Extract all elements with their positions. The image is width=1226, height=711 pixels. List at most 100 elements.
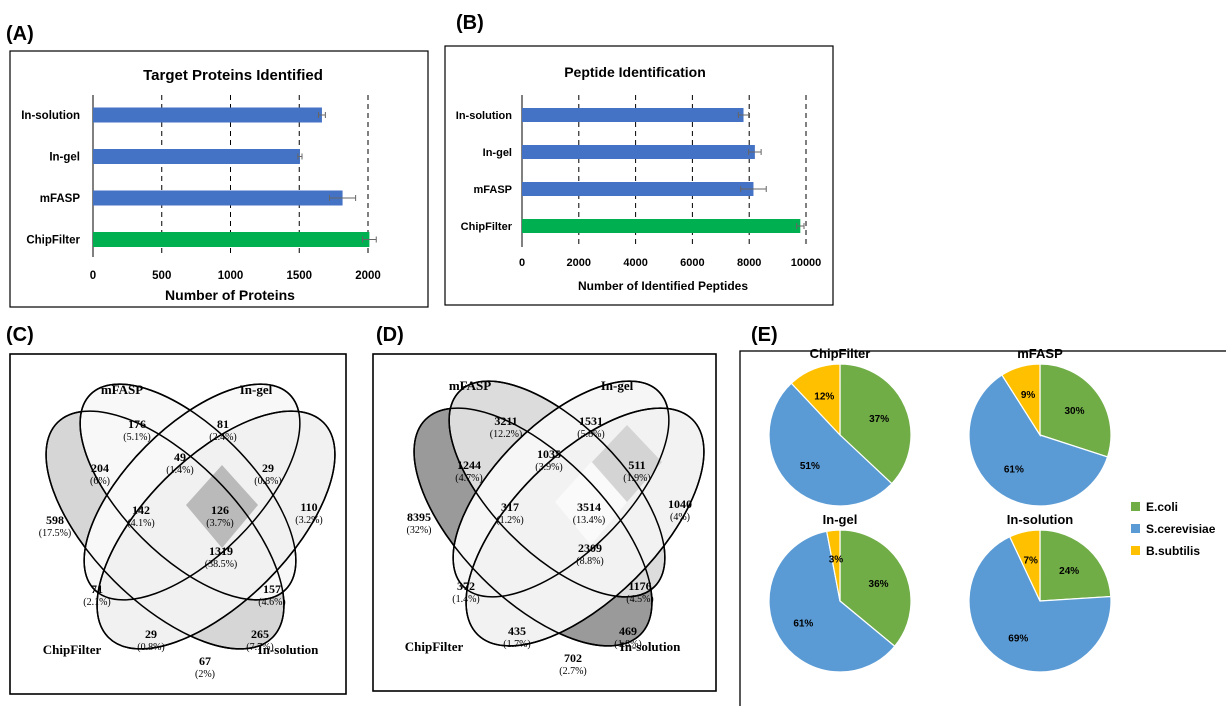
- chart-b-xtick-label: 8000: [737, 257, 761, 269]
- venn-c-region-percent: (5.1%): [123, 432, 151, 443]
- pie-slice-label: 69%: [1008, 634, 1028, 645]
- panel-d-venn: mFASP In-gel ChipFilter In-solution 3211…: [372, 353, 717, 692]
- panel-label-c: (C): [6, 324, 34, 346]
- legend-swatch: [1131, 502, 1140, 511]
- pie-slice: [839, 363, 912, 485]
- chart-b-xtick-label: 0: [519, 257, 525, 269]
- venn-d-mfasp-outline: [448, 380, 666, 598]
- chart-a-xtick-label: 0: [90, 270, 96, 282]
- pie-slice-label: 61%: [1004, 465, 1024, 476]
- venn-c-set-chipfilter: ChipFilter: [43, 642, 102, 657]
- venn-d-insolution-outline: [465, 407, 705, 647]
- chart-b-bar: [522, 145, 755, 159]
- venn-c-region-percent: (1.4%): [166, 465, 194, 476]
- pie-title: In-gel: [823, 512, 858, 527]
- venn-d-region-percent: (3.9%): [535, 462, 563, 473]
- chart-a-xtick-label: 1000: [218, 270, 244, 282]
- venn-d-region-count: 3211: [494, 414, 517, 428]
- pie-slice: [839, 529, 912, 648]
- pie-slice-label: 24%: [1059, 566, 1079, 577]
- venn-d-region-count: 511: [628, 458, 645, 472]
- venn-d-region-percent: (5.8%): [577, 429, 605, 440]
- chart-a-xtick-label: 500: [152, 270, 171, 282]
- venn-c-region-count: 49: [174, 450, 186, 464]
- pie-title: mFASP: [1017, 346, 1063, 361]
- venn-c-region-percent: (0.8%): [254, 476, 282, 487]
- pie-slice-label: 7%: [1023, 555, 1038, 566]
- chart-b-xtick-label: 10000: [791, 257, 822, 269]
- venn-d-region-percent: (1.4%): [452, 594, 480, 605]
- venn-c-chipfilter-outline: [45, 410, 285, 650]
- panel-c-venn: mFASP In-gel ChipFilter In-solution 176(…: [9, 353, 347, 695]
- pie-slice-label: 36%: [869, 579, 889, 590]
- venn-c-region-percent: (17.5%): [39, 528, 72, 539]
- chart-a-xtick-label: 1500: [286, 270, 312, 282]
- chart-a-category-label: In-solution: [21, 110, 80, 122]
- pie-slice-label: 9%: [1021, 390, 1036, 401]
- venn-c-region-percent: (2.4%): [209, 432, 237, 443]
- venn-c-set-mfasp: mFASP: [101, 382, 143, 397]
- chart-b-category-label: ChipFilter: [461, 221, 513, 233]
- venn-d-region-percent: (1.2%): [496, 515, 524, 526]
- chart-a-category-label: ChipFilter: [26, 235, 80, 247]
- pie-slice: [1039, 529, 1112, 602]
- panel-a-frame: [9, 50, 429, 308]
- venn-c-region-count: 67: [199, 654, 211, 668]
- venn-d-region-percent: (4.7%): [455, 473, 483, 484]
- venn-c-set-ingel: In-gel: [240, 382, 273, 397]
- venn-d-chipfilter-outline: [413, 407, 653, 647]
- venn-c-region-percent: (38.5%): [205, 559, 238, 570]
- chart-a-bar: [93, 190, 343, 206]
- panel-b-frame: [444, 45, 834, 306]
- venn-d-region-count: 372: [457, 579, 475, 593]
- chart-a-bar: [93, 232, 370, 247]
- venn-d-region-percent: (1.9%): [623, 473, 651, 484]
- venn-c-ingel-outline: [83, 383, 301, 601]
- chart-b-bar: [522, 219, 801, 233]
- panel-label-e: (E): [751, 324, 778, 346]
- venn-d-core-region: [555, 462, 627, 545]
- venn-c-region-percent: (3.2%): [295, 515, 323, 526]
- chart-a-bar: [93, 107, 322, 123]
- venn-c-region-count: 110: [300, 500, 317, 514]
- venn-d-set-mfasp: mFASP: [449, 378, 491, 393]
- chart-a-title: Target Proteins Identified: [143, 67, 323, 84]
- venn-d-region-percent: (4%): [670, 512, 690, 523]
- venn-c-region-percent: (2.1%): [83, 597, 111, 608]
- venn-c-region-percent: (7.7%): [246, 642, 274, 653]
- venn-d-region-count: 1176: [628, 579, 651, 593]
- venn-d-region-percent: (32%): [407, 525, 432, 536]
- venn-d-region-count: 1531: [579, 414, 603, 428]
- venn-c-mfasp-outline: [79, 383, 297, 601]
- pie-slice: [1008, 529, 1041, 602]
- venn-d-region-count: 469: [619, 624, 637, 638]
- venn-d-region-percent: (8.8%): [576, 556, 604, 567]
- panel-label-b: (B): [456, 12, 484, 34]
- venn-c-core-highlight: [186, 465, 258, 548]
- venn-c-region-percent: (6%): [90, 476, 110, 487]
- venn-c-region-count: 142: [132, 503, 150, 517]
- chart-a-bar: [93, 149, 300, 164]
- venn-c-region-count: 29: [262, 461, 274, 475]
- panel-b-chart: Peptide Identification In-solution In-gel…: [444, 45, 834, 306]
- venn-d-region-count: 317: [501, 500, 519, 514]
- venn-d-region-percent: (12.2%): [490, 429, 523, 440]
- pie-title: In-solution: [1007, 512, 1073, 527]
- venn-d-region-percent: (1.7%): [503, 639, 531, 650]
- chart-b-category-label: In-gel: [483, 147, 512, 159]
- venn-c-region-count: 81: [217, 417, 229, 431]
- legend-label: S.cerevisiae: [1146, 522, 1216, 536]
- chart-a-category-label: mFASP: [40, 193, 81, 205]
- venn-d-region-count: 8395: [407, 510, 431, 524]
- legend-swatch: [1131, 546, 1140, 555]
- venn-c-region-percent: (4.6%): [258, 597, 286, 608]
- venn-c-region-percent: (3.7%): [206, 518, 234, 529]
- venn-d-region-count: 435: [508, 624, 526, 638]
- venn-c-region-count: 204: [91, 461, 109, 475]
- panel-a-chart: Target Proteins Identified In-solution In…: [9, 50, 429, 308]
- pie-slice: [1001, 363, 1041, 438]
- venn-d-set-insolution: In-solution: [620, 639, 681, 654]
- venn-d-region-count: 1244: [457, 458, 481, 472]
- pie-slice-label: 61%: [793, 619, 813, 630]
